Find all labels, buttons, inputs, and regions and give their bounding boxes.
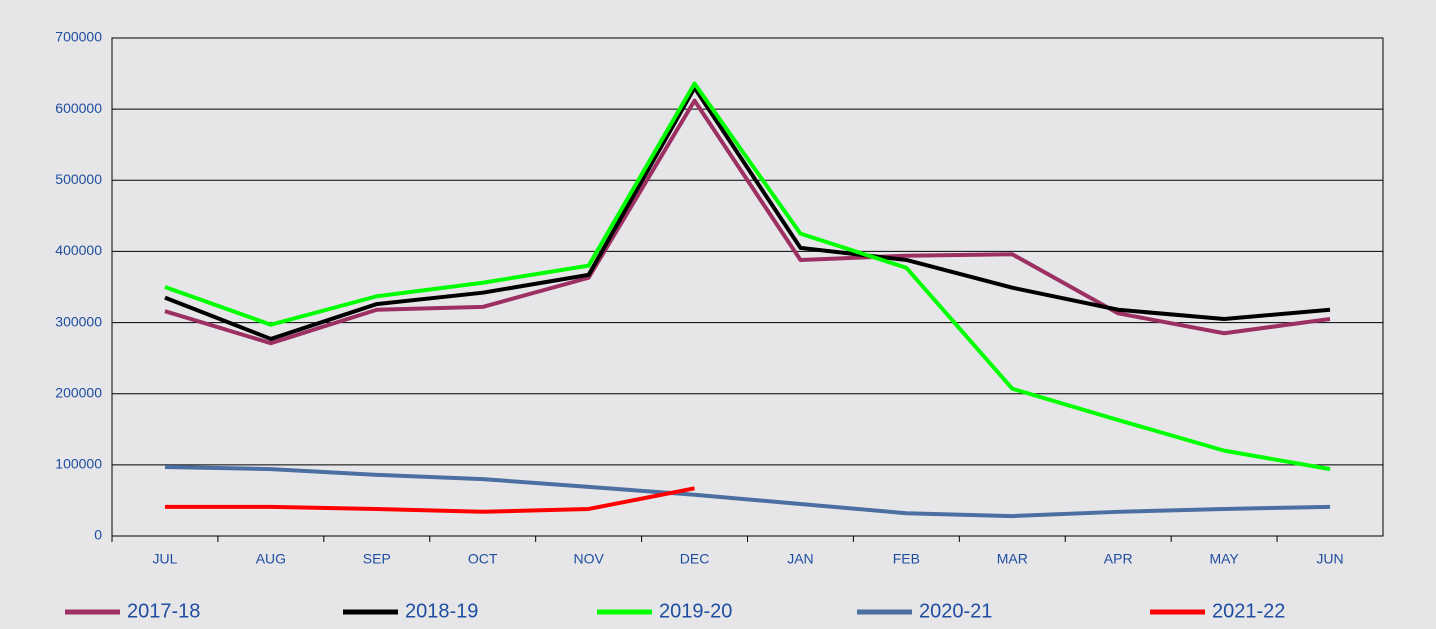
plot-area	[111, 37, 1384, 537]
x-tick-label: JAN	[787, 551, 813, 567]
legend-label: 2018-19	[405, 600, 478, 622]
x-tick-label: JUL	[153, 551, 178, 567]
y-tick-label: 200000	[55, 384, 102, 400]
legend-label: 2020-21	[919, 600, 992, 622]
y-tick-label: 700000	[55, 29, 102, 45]
x-tick-label: DEC	[680, 551, 710, 567]
y-tick-label: 300000	[55, 313, 102, 329]
x-tick-label: MAR	[997, 551, 1028, 567]
x-tick-label: OCT	[468, 551, 498, 567]
y-tick-label: 0	[94, 527, 102, 543]
y-tick-label: 500000	[55, 171, 102, 187]
series-line	[164, 486, 695, 514]
y-tick-label: 400000	[55, 242, 102, 258]
x-tick-label: MAY	[1209, 551, 1239, 567]
x-tick-label: FEB	[893, 551, 920, 567]
legend-label: 2019-20	[659, 600, 732, 622]
legend-label: 2021-22	[1212, 600, 1285, 622]
series-line	[164, 85, 1331, 341]
series-line	[164, 81, 1331, 472]
x-tick-label: APR	[1104, 551, 1133, 567]
series-line	[164, 464, 1331, 519]
y-tick-label: 600000	[55, 100, 102, 116]
legend-label: 2017-18	[127, 600, 200, 622]
x-tick-label: JUN	[1316, 551, 1343, 567]
x-tick-label: NOV	[573, 551, 604, 567]
series-line	[164, 98, 1331, 346]
x-tick-label: AUG	[256, 551, 286, 567]
x-tick-label: SEP	[363, 551, 391, 567]
y-tick-label: 100000	[55, 456, 102, 472]
